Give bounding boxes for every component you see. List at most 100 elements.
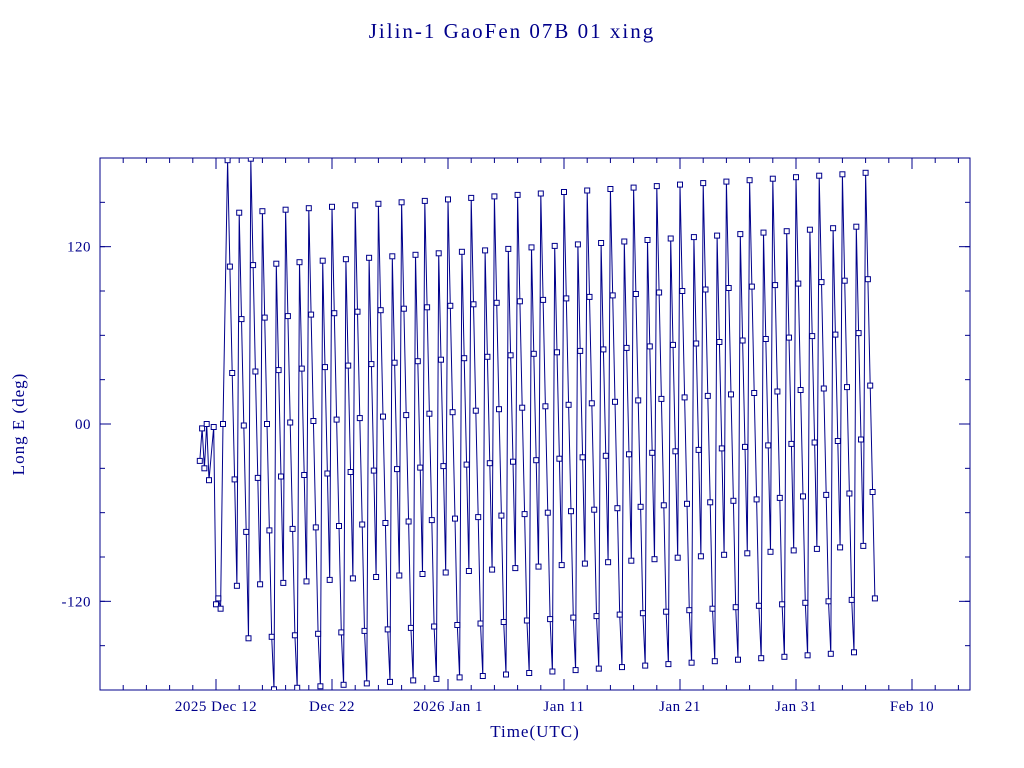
data-point-marker xyxy=(690,234,697,241)
data-point-marker xyxy=(213,601,219,608)
data-point-marker xyxy=(533,457,540,464)
data-point-marker xyxy=(755,602,762,609)
data-point-marker xyxy=(426,410,433,417)
data-point-marker xyxy=(558,562,565,569)
data-point-marker xyxy=(229,370,236,376)
data-point-marker xyxy=(231,476,238,483)
data-point-marker xyxy=(864,276,871,283)
data-point-marker xyxy=(565,401,572,408)
data-point-marker xyxy=(623,344,630,351)
x-tick-label: 2026 Jan 1 xyxy=(413,699,483,715)
data-point-marker xyxy=(519,404,526,411)
data-point-marker xyxy=(243,528,250,535)
data-point-marker xyxy=(424,304,431,311)
data-point-marker xyxy=(333,416,340,423)
data-point-marker xyxy=(317,683,324,690)
data-point-marker xyxy=(802,599,809,606)
data-point-marker xyxy=(758,655,765,662)
data-point-marker xyxy=(570,614,577,621)
data-point-marker xyxy=(259,208,266,215)
data-point-marker xyxy=(370,467,377,474)
data-point-marker xyxy=(366,254,373,261)
data-point-marker xyxy=(735,656,741,663)
data-point-marker xyxy=(419,571,426,577)
data-point-marker xyxy=(709,605,716,612)
data-point-marker xyxy=(605,559,612,566)
data-point-marker xyxy=(737,231,744,238)
data-point-marker xyxy=(871,595,878,602)
data-point-marker xyxy=(407,624,414,631)
data-point-marker xyxy=(447,302,454,309)
data-point-marker xyxy=(482,247,489,254)
data-point-marker xyxy=(484,353,491,360)
data-point-marker xyxy=(753,496,760,503)
data-point-marker xyxy=(433,675,440,682)
data-point-marker xyxy=(440,463,447,470)
data-point-marker xyxy=(563,295,570,302)
data-point-marker xyxy=(742,443,748,450)
data-point-marker xyxy=(226,263,233,270)
data-point-marker xyxy=(686,607,693,614)
data-point-marker xyxy=(449,409,456,416)
data-point-marker xyxy=(380,413,386,420)
data-point-marker xyxy=(305,205,312,212)
data-point-marker xyxy=(602,452,609,459)
data-point-marker xyxy=(584,187,591,194)
data-point-marker xyxy=(338,629,345,636)
data-point-marker xyxy=(781,653,788,660)
data-point-marker xyxy=(257,581,264,588)
data-point-marker xyxy=(373,574,380,580)
data-point-marker xyxy=(400,305,407,312)
data-point-marker xyxy=(628,557,635,564)
data-point-marker xyxy=(837,544,844,551)
data-point-marker xyxy=(396,572,403,579)
data-point-marker xyxy=(707,499,714,506)
data-point-marker xyxy=(739,337,746,344)
data-point-marker xyxy=(312,524,319,531)
data-point-marker xyxy=(653,183,660,190)
data-point-marker xyxy=(598,240,605,246)
data-point-marker xyxy=(349,575,356,582)
data-point-marker xyxy=(679,288,686,294)
data-point-marker xyxy=(549,668,556,675)
data-point-marker xyxy=(635,397,642,404)
data-point-marker xyxy=(806,226,813,233)
data-point-marker xyxy=(858,436,864,443)
data-point-marker xyxy=(428,517,435,524)
data-point-marker xyxy=(356,415,363,422)
x-tick-label: Jan 31 xyxy=(775,699,817,715)
data-point-marker xyxy=(278,473,284,480)
data-point-marker xyxy=(326,576,333,583)
data-point-marker xyxy=(498,512,505,519)
data-point-marker xyxy=(593,613,600,620)
data-point-marker xyxy=(697,553,704,560)
data-point-marker xyxy=(403,412,410,419)
data-point-marker xyxy=(284,313,291,320)
data-point-marker xyxy=(600,346,607,353)
data-point-marker xyxy=(210,424,217,430)
data-point-marker xyxy=(412,251,419,258)
data-point-marker xyxy=(496,406,502,413)
data-point-marker xyxy=(853,223,860,230)
data-point-marker xyxy=(458,248,465,255)
data-point-marker xyxy=(505,245,512,252)
y-tick-label: 120 xyxy=(67,240,91,256)
data-point-marker xyxy=(772,282,779,289)
data-point-marker xyxy=(551,242,558,249)
data-point-marker xyxy=(547,616,554,623)
data-point-marker xyxy=(813,545,820,552)
data-point-marker xyxy=(354,308,361,315)
data-point-marker xyxy=(867,382,874,389)
data-point-marker xyxy=(322,364,328,371)
data-point-marker xyxy=(797,387,804,393)
data-point-marker xyxy=(308,311,315,318)
data-point-marker xyxy=(795,280,802,287)
data-point-marker xyxy=(544,509,551,516)
data-point-marker xyxy=(475,514,482,521)
data-point-marker xyxy=(199,425,206,432)
x-tick-label: Jan 11 xyxy=(543,699,584,715)
data-point-marker xyxy=(347,469,354,475)
data-point-marker xyxy=(760,229,767,236)
data-point-marker xyxy=(561,189,567,195)
data-point-marker xyxy=(465,568,472,574)
